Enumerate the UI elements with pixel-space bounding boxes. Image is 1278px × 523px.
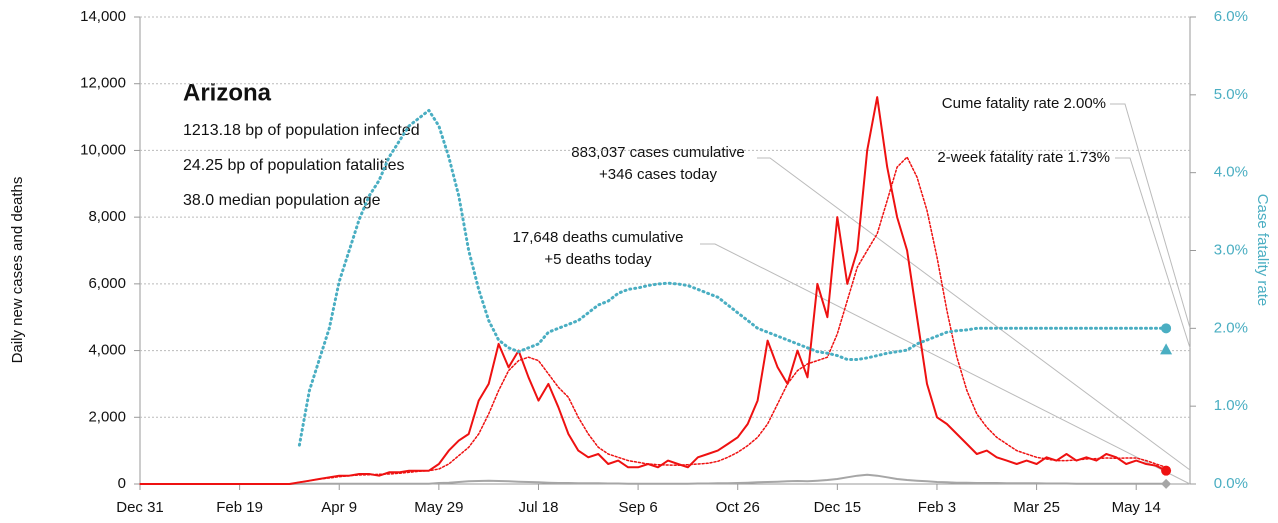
y2-tick-label: 5.0% — [1214, 86, 1248, 103]
annotation: 17,648 deaths cumulative — [513, 229, 684, 246]
end-marker — [1161, 478, 1172, 489]
leader-line — [700, 243, 1191, 485]
y-axis-title: Daily new cases and deaths — [9, 177, 26, 364]
x-tick-label: Jul 18 — [518, 499, 558, 516]
plot: 0 2,000 4,000 6,000 8,000 10,000 12,000 14,000 0… — [80, 8, 1248, 516]
x-tick-label: May 29 — [414, 499, 463, 516]
end-marker — [1161, 323, 1172, 334]
y2-tick-label: 6.0% — [1214, 8, 1248, 25]
series-line — [297, 108, 1168, 447]
y-tick-label: 6,000 — [88, 275, 126, 292]
y2-tick-label: 4.0% — [1214, 164, 1248, 181]
series-line — [140, 96, 1167, 485]
y2-tick-label: 1.0% — [1214, 397, 1248, 414]
y-tick-label: 0 — [118, 475, 126, 492]
x-tick-label: May 14 — [1112, 499, 1161, 516]
y-tick-label: 2,000 — [88, 408, 126, 425]
info-line: 38.0 median population age — [183, 192, 381, 209]
x-tick-label: Dec 31 — [116, 499, 164, 516]
x-tick-label: Feb 3 — [918, 499, 956, 516]
leader-line — [1110, 103, 1191, 329]
leader-line — [757, 157, 1191, 471]
y2-tick-label: 3.0% — [1214, 241, 1248, 258]
y-tick-label: 8,000 — [88, 208, 126, 225]
y2-tick-label: 2.0% — [1214, 319, 1248, 336]
leader-lines — [700, 103, 1191, 485]
end-marker — [1160, 343, 1173, 355]
x-tick-label: Feb 19 — [216, 499, 263, 516]
y-tick-label: 14,000 — [80, 8, 126, 25]
annotation: 2-week fatality rate 1.73% — [937, 149, 1110, 166]
info-line: 1213.18 bp of population infected — [183, 122, 420, 139]
y-tick-label: 4,000 — [88, 342, 126, 359]
annotation: +5 deaths today — [544, 251, 652, 268]
y-tick-label: 10,000 — [80, 141, 126, 158]
x-tick-label: Mar 25 — [1013, 499, 1060, 516]
series-line — [140, 473, 1167, 485]
x-tick-label: Apr 9 — [321, 499, 357, 516]
info-line: 24.25 bp of population fatalities — [183, 157, 405, 174]
x-tick-label: Dec 15 — [814, 499, 862, 516]
annotation: 883,037 cases cumulative — [571, 144, 744, 161]
leader-line — [1115, 157, 1191, 349]
end-marker — [1161, 465, 1172, 476]
annotation: Cume fatality rate 2.00% — [942, 95, 1106, 112]
y-tick-label: 12,000 — [80, 75, 126, 92]
x-tick-label: Sep 6 — [619, 499, 658, 516]
x-tick-label: Oct 26 — [716, 499, 760, 516]
annotation: +346 cases today — [599, 166, 718, 183]
y2-tick-label: 0.0% — [1214, 475, 1248, 492]
y2-axis-title: Case fatality rate — [1254, 194, 1271, 307]
